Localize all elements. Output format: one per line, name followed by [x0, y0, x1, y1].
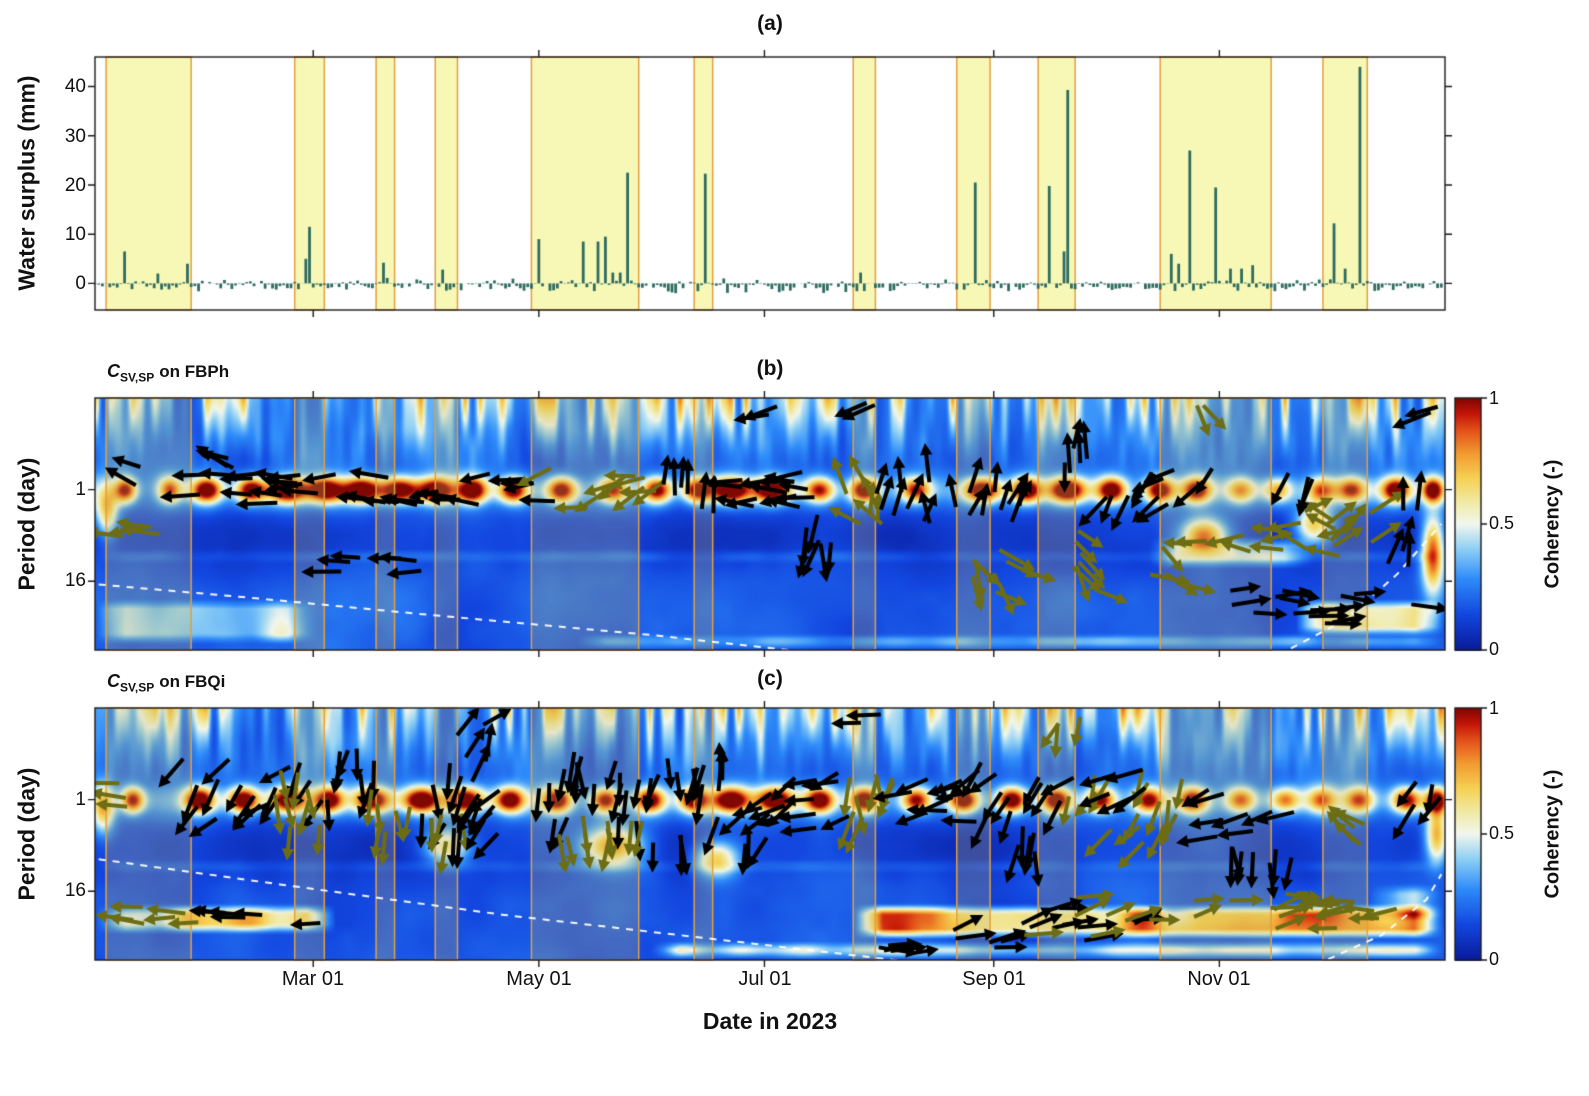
- panel-a-ytick-0: 0: [75, 273, 86, 294]
- xtick-nov01: Nov 01: [1187, 968, 1251, 990]
- colorbar-b-tick-0: 0: [1489, 639, 1500, 659]
- colorbar-b-label: Coherency (-): [1541, 459, 1564, 589]
- panel-b-title: (b): [756, 357, 784, 380]
- xtick-jul01: Jul 01: [738, 968, 792, 990]
- panel-b-corner-sub: SV,SP: [120, 370, 155, 385]
- panel-b-corner-rest: on FBPh: [159, 362, 230, 381]
- panel-c-ytick-16: 16: [64, 880, 86, 901]
- panel-a-ytick-30: 30: [64, 126, 86, 147]
- panel-b-ylabel: Period (day): [13, 457, 40, 591]
- panel-b-corner-c: C: [107, 361, 120, 381]
- panel-c-corner-rest: on FBQi: [159, 672, 226, 691]
- panel-b-corner-label: CSV,SP on FBPh: [107, 361, 229, 384]
- xtick-may01: May 01: [506, 968, 572, 990]
- panel-a-ytick-40: 40: [64, 76, 86, 97]
- panel-c-corner-sub: SV,SP: [120, 680, 155, 695]
- colorbar-b-tick-1: 1: [1489, 388, 1500, 408]
- panel-c-ylabel: Period (day): [13, 767, 40, 901]
- panel-a-ytick-20: 20: [64, 175, 86, 196]
- colorbar-b-tick-05: 0.5: [1489, 513, 1515, 533]
- panel-b-ytick-16: 16: [64, 570, 86, 591]
- colorbar-c-label: Coherency (-): [1541, 769, 1564, 899]
- panel-c-corner-c: C: [107, 671, 120, 691]
- panel-b-ytick-1: 1: [75, 479, 86, 500]
- panel-c-corner-label: CSV,SP on FBQi: [107, 671, 225, 694]
- panel-c-title: (c): [757, 667, 783, 690]
- xtick-sep01: Sep 01: [962, 968, 1026, 990]
- panel-a-title: (a): [757, 12, 783, 35]
- panel-c-ytick-1: 1: [75, 789, 86, 810]
- colorbar-c-tick-0: 0: [1489, 949, 1500, 969]
- xaxis-label: Date in 2023: [702, 1008, 838, 1034]
- panel-a-ytick-10: 10: [64, 224, 86, 245]
- xtick-mar01: Mar 01: [281, 968, 345, 990]
- colorbar-c-tick-1: 1: [1489, 698, 1500, 718]
- panel-a-ylabel: Water surplus (mm): [13, 75, 40, 291]
- colorbar-c-tick-05: 0.5: [1489, 823, 1515, 843]
